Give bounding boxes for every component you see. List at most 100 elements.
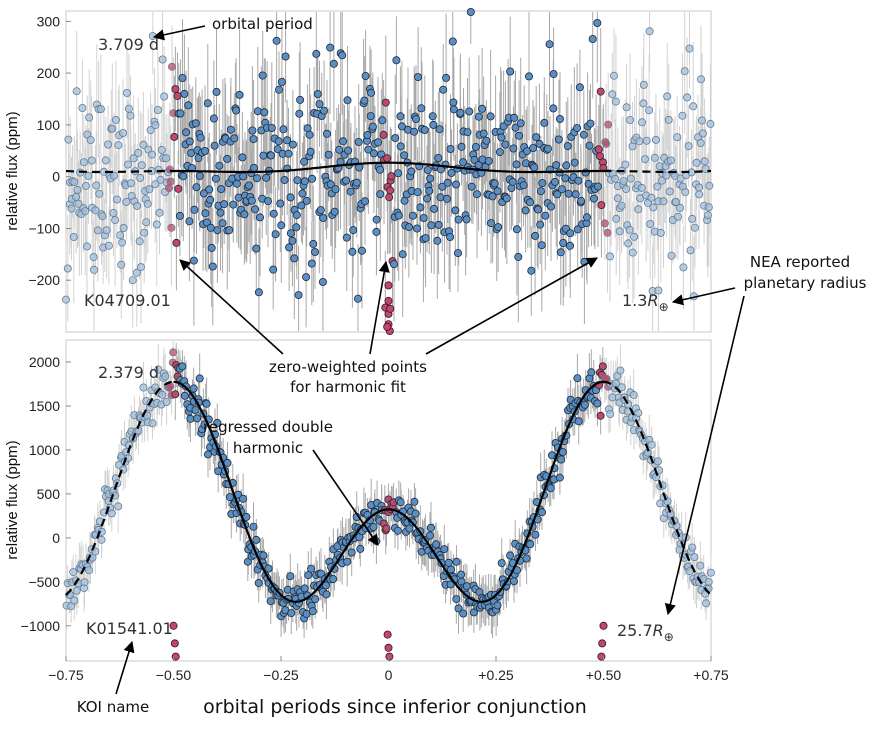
data-point	[320, 106, 329, 115]
x-tick-label: −0.75	[48, 667, 84, 683]
data-point	[81, 181, 90, 190]
data-point	[154, 165, 163, 174]
zero-weighted-point	[383, 630, 392, 639]
data-point	[306, 147, 315, 156]
data-point	[628, 248, 637, 257]
data-point	[243, 557, 252, 566]
zero-weighted-point	[383, 322, 392, 331]
data-point	[642, 136, 651, 145]
data-point	[525, 72, 534, 81]
data-point	[630, 232, 639, 241]
zero-weighted-point	[596, 411, 605, 420]
data-point	[201, 209, 210, 218]
bottom-harmonic-fit-line	[173, 380, 604, 603]
data-point	[541, 211, 550, 220]
zero-weighted-point	[169, 621, 178, 630]
data-point	[439, 85, 448, 94]
bottom-period-label: 2.379 d	[98, 363, 159, 382]
data-point	[302, 196, 311, 205]
data-point	[446, 232, 455, 241]
data-point	[411, 509, 420, 518]
data-point	[705, 181, 714, 190]
data-point	[490, 179, 499, 188]
data-point	[448, 37, 457, 46]
data-point	[346, 187, 355, 196]
data-point	[446, 565, 455, 574]
data-point	[111, 115, 120, 124]
data-point	[425, 186, 434, 195]
arrow-zero-weighted-right	[425, 257, 598, 355]
data-point	[249, 163, 258, 172]
bottom-koi-label: K01541.01	[86, 619, 173, 638]
data-point	[376, 190, 385, 199]
data-point	[412, 224, 421, 233]
data-point	[175, 211, 184, 220]
top-koi-label: K04709.01	[84, 291, 171, 310]
data-point	[211, 174, 220, 183]
data-point	[369, 149, 378, 158]
data-point	[549, 70, 558, 79]
data-point	[285, 243, 294, 252]
data-point	[423, 165, 432, 174]
data-point	[536, 187, 545, 196]
data-point	[459, 609, 468, 618]
data-point	[360, 197, 369, 206]
annotation-nea-1: NEA reported	[750, 253, 850, 271]
data-point	[453, 249, 462, 258]
data-point	[109, 208, 118, 217]
data-point	[637, 183, 646, 192]
data-point	[593, 18, 602, 27]
data-point	[192, 183, 201, 192]
annotation-koi-name: KOI name	[77, 698, 150, 716]
data-point	[646, 219, 655, 228]
data-point	[393, 526, 402, 535]
data-point	[135, 237, 144, 246]
data-point	[626, 116, 635, 125]
data-point	[329, 59, 338, 68]
data-point	[281, 52, 290, 61]
data-point	[462, 582, 471, 591]
data-point	[180, 391, 189, 400]
data-point	[259, 551, 268, 560]
data-point	[190, 205, 199, 214]
data-point	[316, 569, 325, 578]
data-point	[664, 115, 673, 124]
zero-weighted-point	[165, 183, 174, 192]
data-point	[580, 400, 589, 409]
annotation-regressed-2: harmonic	[233, 439, 303, 457]
data-point	[510, 113, 519, 122]
data-point	[309, 239, 318, 248]
zero-weighted-point	[598, 639, 607, 648]
data-point	[372, 227, 381, 236]
data-point	[343, 557, 352, 566]
data-point	[96, 105, 105, 114]
data-point	[319, 213, 328, 222]
bottom-radius-label: 25.7R⊕	[617, 621, 674, 644]
data-point	[544, 144, 553, 153]
data-point	[84, 171, 93, 180]
data-point	[532, 133, 541, 142]
data-point	[367, 88, 376, 97]
data-point	[185, 137, 194, 146]
data-point	[536, 220, 545, 229]
data-point	[97, 535, 106, 544]
data-point	[446, 144, 455, 153]
data-point	[216, 208, 225, 217]
data-point	[225, 226, 234, 235]
data-point	[307, 564, 316, 573]
data-point	[686, 246, 695, 255]
data-point	[463, 128, 472, 137]
data-point	[556, 115, 565, 124]
data-point	[680, 67, 689, 76]
data-point	[516, 119, 525, 128]
data-point	[587, 368, 596, 377]
data-point	[442, 73, 451, 82]
data-point	[672, 197, 681, 206]
data-point	[493, 601, 502, 610]
y-tick-label: 100	[37, 117, 61, 133]
top-fit-extrapolated-left	[66, 169, 174, 174]
data-point	[288, 236, 297, 245]
data-point	[647, 193, 656, 202]
data-point	[124, 160, 133, 169]
